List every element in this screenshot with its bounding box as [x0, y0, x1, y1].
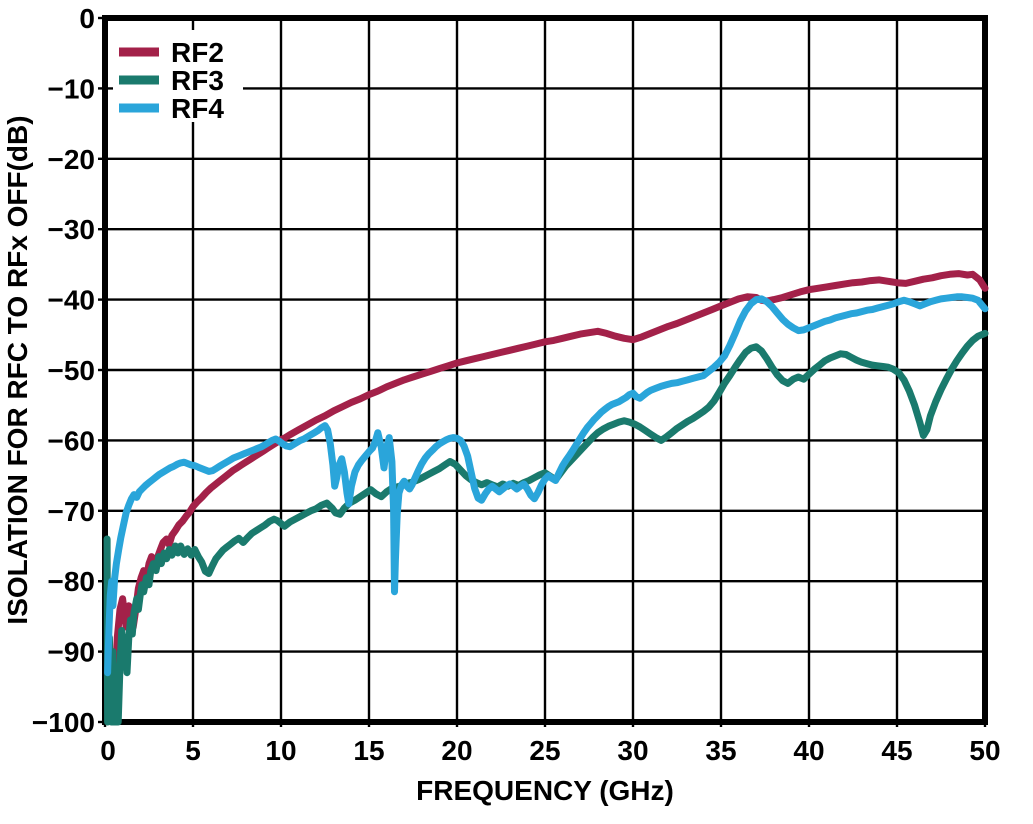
y-tick-label: −10 — [48, 73, 96, 104]
y-tick-label: −50 — [48, 355, 96, 386]
series-line-rf2 — [106, 270, 989, 719]
plot-border — [102, 15, 988, 725]
x-tick-label: 40 — [793, 735, 824, 766]
x-tick-label: 25 — [529, 735, 560, 766]
legend-label-rf3: RF3 — [171, 65, 224, 96]
x-tick-label: 45 — [881, 735, 912, 766]
x-tick-label: 20 — [441, 735, 472, 766]
x-tick-label: 0 — [100, 735, 116, 766]
y-tick-label: −100 — [32, 707, 95, 738]
y-tick-label: −60 — [48, 425, 96, 456]
x-tick-label: 30 — [617, 735, 648, 766]
y-tick-label: −30 — [48, 214, 96, 245]
x-tick-label: 10 — [265, 735, 296, 766]
x-axis-title: FREQUENCY (GHz) — [416, 775, 674, 806]
y-tick-label: −80 — [48, 566, 96, 597]
y-tick-label: −90 — [48, 637, 96, 668]
x-tick-label: 5 — [185, 735, 201, 766]
y-tick-label: 0 — [79, 3, 95, 34]
x-tick-label: 35 — [705, 735, 736, 766]
series-line-rf4 — [104, 293, 989, 677]
y-tick-label: −20 — [48, 144, 96, 175]
legend-label-rf2: RF2 — [171, 37, 224, 68]
series-line-rf3 — [103, 329, 989, 726]
y-axis-title: ISOLATION FOR RFC TO RFx OFF(dB) — [2, 115, 33, 624]
y-tick-label: −70 — [48, 496, 96, 527]
x-tick-label: 50 — [969, 735, 1000, 766]
y-tick-label: −40 — [48, 285, 96, 316]
legend-label-rf4: RF4 — [171, 93, 224, 124]
x-tick-label: 15 — [353, 735, 384, 766]
